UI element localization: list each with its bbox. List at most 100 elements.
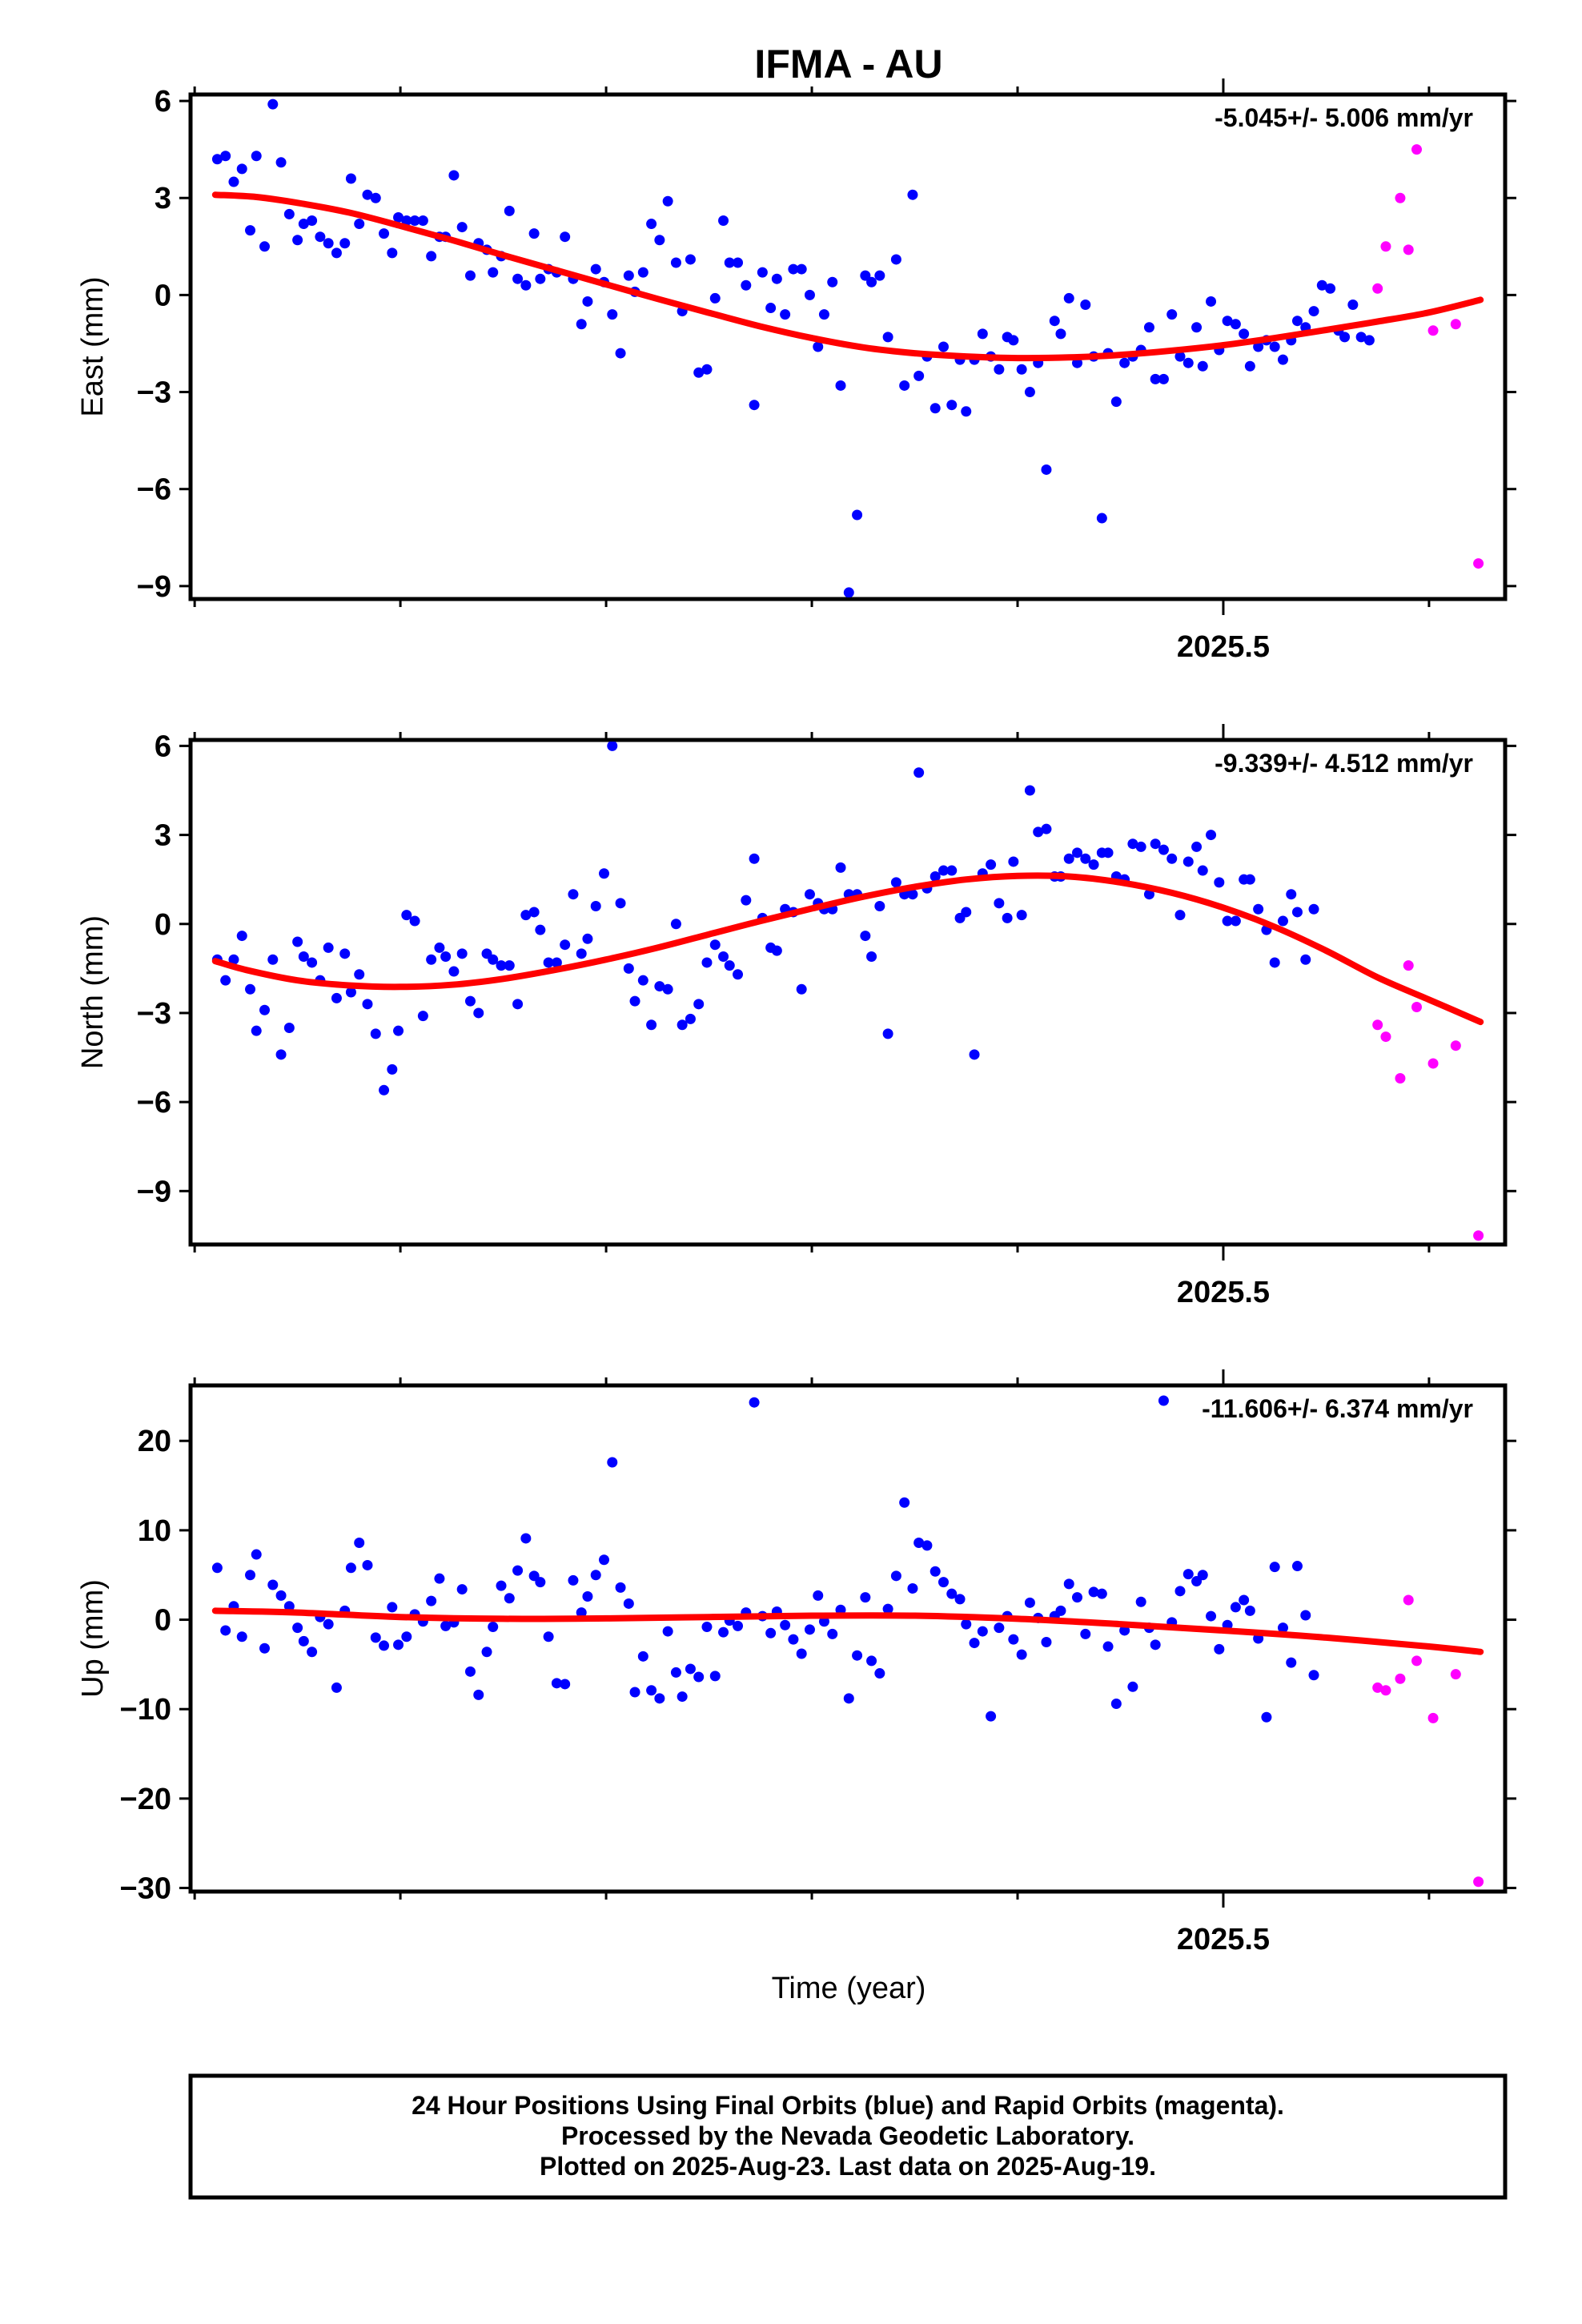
final-orbit-point [275,1049,287,1060]
final-orbit-point [670,257,681,268]
final-orbit-point [1222,915,1233,927]
final-orbit-point [615,898,626,909]
final-orbit-point [662,195,673,207]
final-orbit-point [1269,957,1280,968]
final-orbit-point [860,270,871,281]
final-orbit-point [481,1647,492,1658]
final-orbit-point [440,1620,452,1631]
final-orbit-point [890,254,901,265]
y-tick-label: −6 [137,473,171,507]
y-axis-label: East (mm) [76,276,110,416]
final-orbit-point [1158,373,1169,384]
final-orbit-point [1049,316,1060,327]
final-orbit-point [512,273,524,284]
final-orbit-point [1355,332,1367,343]
final-orbit-point [220,1625,231,1636]
final-orbit-point [1080,1628,1091,1639]
final-orbit-point [387,1063,398,1075]
final-orbit-point [1041,1636,1052,1647]
final-orbit-point [370,192,381,203]
final-orbit-point [568,889,579,900]
y-tick-label: −30 [120,1872,171,1906]
final-orbit-point [560,231,571,243]
final-orbit-point [788,263,799,275]
final-orbit-point [1024,1597,1035,1608]
final-orbit-point [693,367,705,378]
final-orbit-point [1244,874,1255,885]
final-orbit-point [827,276,838,287]
final-orbit-point [1286,1657,1297,1668]
rapid-orbit-point [1395,1673,1406,1684]
final-orbit-point [961,1618,972,1630]
final-orbit-point [1261,1711,1272,1723]
final-orbit-point [882,1603,893,1614]
final-orbit-point [401,1631,412,1642]
final-orbit-point [709,292,721,304]
final-orbit-point [496,960,507,971]
final-orbit-point [379,1084,390,1096]
final-orbit-point [307,1647,318,1658]
y-tick-label: 6 [155,730,171,763]
final-orbit-point [267,1579,279,1590]
trend-fit-line [211,191,1484,362]
final-orbit-point [528,228,540,239]
final-orbit-point [818,309,829,320]
final-orbit-point [220,975,231,986]
final-orbit-point [448,170,460,181]
final-orbit-point [339,238,351,249]
final-orbit-point [866,1655,877,1667]
final-orbit-point [749,853,760,864]
final-orbit-point [724,960,735,971]
final-orbit-point [1072,1592,1083,1603]
rapid-orbit-point [1372,283,1383,294]
final-orbit-point [765,1627,777,1638]
final-orbit-point [512,1565,524,1576]
final-orbit-point [520,279,532,291]
rapid-orbit-point [1450,319,1461,330]
final-orbit-point [354,969,365,980]
final-orbit-point [345,173,356,184]
final-orbit-point [1143,889,1154,900]
final-orbit-point [771,273,782,284]
trend-fit-line [211,1607,1484,1655]
final-orbit-point [907,889,918,900]
final-orbit-point [930,403,941,414]
final-orbit-point [1102,847,1114,858]
rapid-orbit-point [1411,144,1423,155]
final-orbit-point [488,267,499,278]
final-orbit-point [1244,1605,1255,1616]
final-orbit-point [961,406,972,417]
final-orbit-point [741,895,752,906]
final-orbit-point [701,1621,713,1632]
final-orbit-point [560,1679,571,1690]
rapid-orbit-point [1473,558,1484,569]
final-orbit-point [551,957,562,968]
final-orbit-point [236,931,247,942]
final-orbit-point [1286,889,1297,900]
y-tick-label: −3 [137,376,171,410]
final-orbit-point [331,247,342,259]
final-orbit-point [685,1013,696,1024]
final-orbit-point [456,222,468,233]
rapid-orbit-point [1380,1685,1391,1696]
final-orbit-point [598,868,609,879]
final-orbit-point [1063,853,1074,864]
final-orbit-point [409,215,420,226]
final-orbit-point [488,954,499,965]
final-orbit-point [598,1554,609,1566]
y-tick-label: 20 [138,1425,171,1458]
final-orbit-point [1191,841,1203,852]
final-orbit-point [969,1638,980,1649]
final-orbit-point [709,939,721,951]
final-orbit-point [1269,341,1280,352]
final-orbit-point [362,999,373,1010]
y-tick-label: 0 [155,279,171,312]
final-orbit-point [969,1049,980,1060]
final-orbit-point [323,1618,334,1630]
final-orbit-point [520,910,532,921]
plot-frame [188,1383,1508,1894]
final-orbit-point [780,1619,791,1630]
final-orbit-point [646,219,657,230]
final-orbit-point [1127,838,1138,850]
plot-frame [188,92,1508,601]
